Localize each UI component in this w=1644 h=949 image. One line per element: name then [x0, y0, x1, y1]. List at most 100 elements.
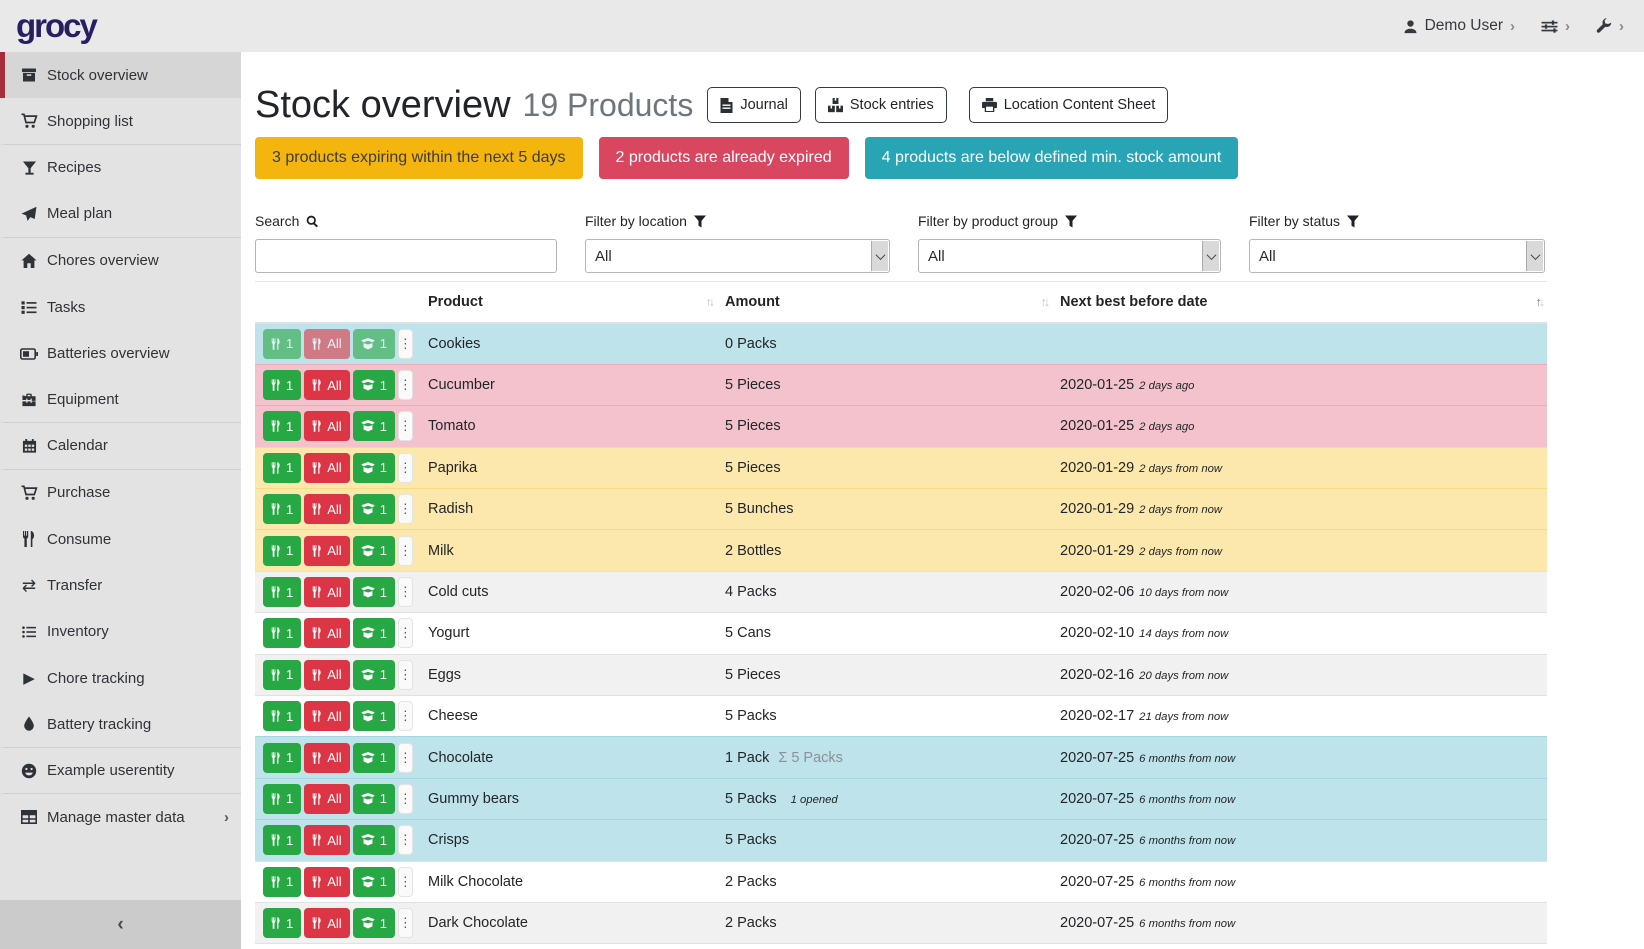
- row-menu-button[interactable]: ⋮: [398, 618, 413, 648]
- row-menu-button[interactable]: ⋮: [398, 701, 413, 731]
- amount-column-header[interactable]: Amount↑↓: [717, 282, 1052, 324]
- consume-all-button[interactable]: All: [304, 743, 349, 773]
- consume-all-button[interactable]: All: [304, 536, 349, 566]
- sidebar-collapse-button[interactable]: ‹: [0, 900, 241, 949]
- sidebar-item-shopping-list[interactable]: Shopping list: [0, 98, 241, 144]
- row-menu-button[interactable]: ⋮: [398, 329, 413, 359]
- consume-all-button[interactable]: All: [304, 867, 349, 897]
- row-menu-button[interactable]: ⋮: [398, 660, 413, 690]
- sidebar-item-consume[interactable]: Consume: [0, 516, 241, 562]
- admin-menu[interactable]: ›: [1596, 18, 1624, 35]
- sidebar-item-manage-master-data[interactable]: Manage master data ›: [0, 794, 241, 840]
- consume-all-button[interactable]: All: [304, 329, 349, 359]
- row-menu-button[interactable]: ⋮: [398, 370, 413, 400]
- row-menu-button[interactable]: ⋮: [398, 825, 413, 855]
- consume-one-button[interactable]: 1: [263, 453, 301, 483]
- sidebar-item-label: Meal plan: [47, 205, 112, 222]
- open-one-button[interactable]: 1: [353, 908, 395, 938]
- consume-one-button[interactable]: 1: [263, 370, 301, 400]
- sidebar-item-example-userentity[interactable]: Example userentity: [0, 748, 241, 794]
- settings-menu[interactable]: ›: [1541, 18, 1570, 35]
- below-min-stock-alert[interactable]: 4 products are below defined min. stock …: [865, 137, 1239, 179]
- user-menu[interactable]: Demo User ›: [1403, 17, 1515, 35]
- expired-products-alert[interactable]: 2 products are already expired: [599, 137, 849, 179]
- open-one-button[interactable]: 1: [353, 701, 395, 731]
- consume-all-button[interactable]: All: [304, 411, 349, 441]
- product-column-header[interactable]: Product↑↓: [420, 282, 717, 324]
- consume-one-button[interactable]: 1: [263, 867, 301, 897]
- expiring-products-alert[interactable]: 3 products expiring within the next 5 da…: [255, 137, 583, 179]
- consume-all-button[interactable]: All: [304, 618, 349, 648]
- sidebar-item-chores-overview[interactable]: Chores overview: [0, 238, 241, 284]
- open-one-button[interactable]: 1: [353, 536, 395, 566]
- location-content-sheet-button[interactable]: Location Content Sheet: [969, 87, 1169, 123]
- consume-one-button[interactable]: 1: [263, 618, 301, 648]
- open-one-button[interactable]: 1: [353, 784, 395, 814]
- open-one-button[interactable]: 1: [353, 453, 395, 483]
- sidebar-item-stock-overview[interactable]: Stock overview: [0, 52, 241, 98]
- consume-one-button[interactable]: 1: [263, 494, 301, 524]
- consume-one-button[interactable]: 1: [263, 825, 301, 855]
- status-filter-select[interactable]: All: [1249, 239, 1545, 273]
- open-one-button[interactable]: 1: [353, 494, 395, 524]
- top-navbar: grocy Demo User › › ›: [0, 0, 1644, 52]
- consume-all-button[interactable]: All: [304, 784, 349, 814]
- consume-one-button[interactable]: 1: [263, 784, 301, 814]
- open-one-button[interactable]: 1: [353, 577, 395, 607]
- sidebar-item-meal-plan[interactable]: Meal plan: [0, 191, 241, 237]
- row-menu-button[interactable]: ⋮: [398, 743, 413, 773]
- consume-one-button[interactable]: 1: [263, 329, 301, 359]
- open-one-button[interactable]: 1: [353, 825, 395, 855]
- row-menu-button[interactable]: ⋮: [398, 411, 413, 441]
- sidebar-item-inventory[interactable]: Inventory: [0, 609, 241, 655]
- sidebar-item-calendar[interactable]: Calendar: [0, 423, 241, 469]
- consume-all-button[interactable]: All: [304, 370, 349, 400]
- open-one-button[interactable]: 1: [353, 618, 395, 648]
- open-one-button[interactable]: 1: [353, 411, 395, 441]
- consume-one-button[interactable]: 1: [263, 660, 301, 690]
- sidebar-item-battery-tracking[interactable]: Battery tracking: [0, 701, 241, 747]
- table-row: 1 All 1 ⋮ Tomato 5 Pieces 2020-01-252 da…: [255, 406, 1547, 447]
- row-menu-button[interactable]: ⋮: [398, 453, 413, 483]
- consume-one-button[interactable]: 1: [263, 743, 301, 773]
- row-menu-button[interactable]: ⋮: [398, 494, 413, 524]
- consume-all-button[interactable]: All: [304, 908, 349, 938]
- consume-all-button[interactable]: All: [304, 577, 349, 607]
- open-one-button[interactable]: 1: [353, 867, 395, 897]
- sidebar-item-equipment[interactable]: Equipment: [0, 377, 241, 423]
- consume-one-button[interactable]: 1: [263, 577, 301, 607]
- sidebar-item-chore-tracking[interactable]: ▶ Chore tracking: [0, 655, 241, 701]
- date-column-header[interactable]: Next best before date↑↓: [1052, 282, 1547, 324]
- user-icon: [1403, 19, 1418, 34]
- product-group-filter-select[interactable]: All: [918, 239, 1221, 273]
- sidebar-item-recipes[interactable]: Recipes: [0, 145, 241, 191]
- sidebar-item-transfer[interactable]: ⇄ Transfer: [0, 562, 241, 608]
- consume-one-button[interactable]: 1: [263, 411, 301, 441]
- row-menu-button[interactable]: ⋮: [398, 908, 413, 938]
- consume-all-button[interactable]: All: [304, 660, 349, 690]
- open-one-button[interactable]: 1: [353, 660, 395, 690]
- stock-entries-button[interactable]: Stock entries: [815, 87, 947, 123]
- sidebar-item-tasks[interactable]: Tasks: [0, 284, 241, 330]
- location-filter-select[interactable]: All: [585, 239, 890, 273]
- sidebar-item-batteries-overview[interactable]: Batteries overview: [0, 330, 241, 376]
- consume-one-button[interactable]: 1: [263, 908, 301, 938]
- consume-all-button[interactable]: All: [304, 825, 349, 855]
- table-row: 1 All 1 ⋮ Chocolate 1 PackΣ 5 Packs 2020…: [255, 737, 1547, 778]
- consume-one-button[interactable]: 1: [263, 701, 301, 731]
- consume-all-button[interactable]: All: [304, 494, 349, 524]
- open-one-button[interactable]: 1: [353, 743, 395, 773]
- journal-button[interactable]: Journal: [707, 87, 801, 123]
- consume-all-button[interactable]: All: [304, 453, 349, 483]
- row-menu-button[interactable]: ⋮: [398, 577, 413, 607]
- row-menu-button[interactable]: ⋮: [398, 784, 413, 814]
- open-one-button[interactable]: 1: [353, 370, 395, 400]
- open-one-button[interactable]: 1: [353, 329, 395, 359]
- search-input[interactable]: [255, 239, 557, 273]
- sidebar-item-purchase[interactable]: Purchase: [0, 470, 241, 516]
- consume-one-button[interactable]: 1: [263, 536, 301, 566]
- row-menu-button[interactable]: ⋮: [398, 867, 413, 897]
- consume-all-button[interactable]: All: [304, 701, 349, 731]
- row-menu-button[interactable]: ⋮: [398, 536, 413, 566]
- box-open-icon: [361, 917, 375, 929]
